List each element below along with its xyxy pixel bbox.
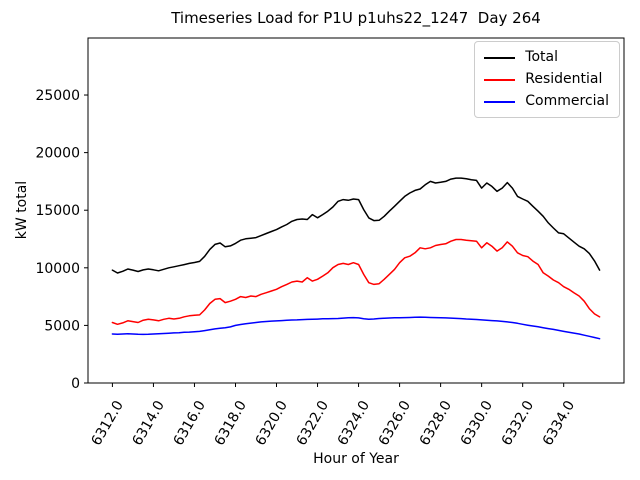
y-tick-label: 15000 (35, 203, 80, 219)
chart-title: Timeseries Load for P1U p1uhs22_1247 Day… (171, 9, 541, 27)
y-tick-label: 20000 (35, 146, 80, 162)
y-tick-label: 10000 (35, 261, 80, 277)
legend-label-residential: Residential (525, 71, 603, 87)
legend-label-total: Total (525, 49, 558, 65)
legend-item-total: Total (484, 49, 609, 66)
y-tick-label: 5000 (44, 318, 80, 334)
legend-line-residential-icon (484, 78, 516, 81)
x-tick-label: 6334.0 (540, 398, 578, 448)
axes-frame (87, 37, 625, 384)
x-tick-label: 6332.0 (499, 398, 537, 448)
y-tick-label: 25000 (35, 88, 80, 104)
x-axis-label: Hour of Year (313, 451, 399, 467)
legend-item-commercial: Commercial (484, 93, 609, 110)
x-tick-label: 6324.0 (335, 398, 373, 448)
x-tick-label: 6318.0 (212, 398, 250, 448)
y-axis-label: kW total (14, 180, 30, 240)
x-tick-label: 6328.0 (417, 398, 455, 448)
y-tick-label: 0 (71, 376, 80, 392)
x-tick-label: 6330.0 (458, 398, 496, 448)
x-tick-label: 6326.0 (376, 398, 414, 448)
legend-line-total-icon (484, 56, 516, 59)
x-tick-label: 6322.0 (294, 398, 332, 448)
legend-item-residential: Residential (484, 71, 609, 88)
x-tick-label: 6312.0 (89, 398, 127, 448)
x-tick-label: 6316.0 (171, 398, 209, 448)
legend-label-commercial: Commercial (525, 93, 609, 109)
series-line-commercial (111, 316, 601, 340)
x-tick-label: 6320.0 (253, 398, 291, 448)
legend: Total Residential Commercial (474, 41, 620, 118)
series-line-total (111, 177, 601, 274)
x-tick-label: 6314.0 (130, 398, 168, 448)
series-line-residential (111, 238, 601, 326)
legend-line-commercial-icon (484, 100, 516, 103)
